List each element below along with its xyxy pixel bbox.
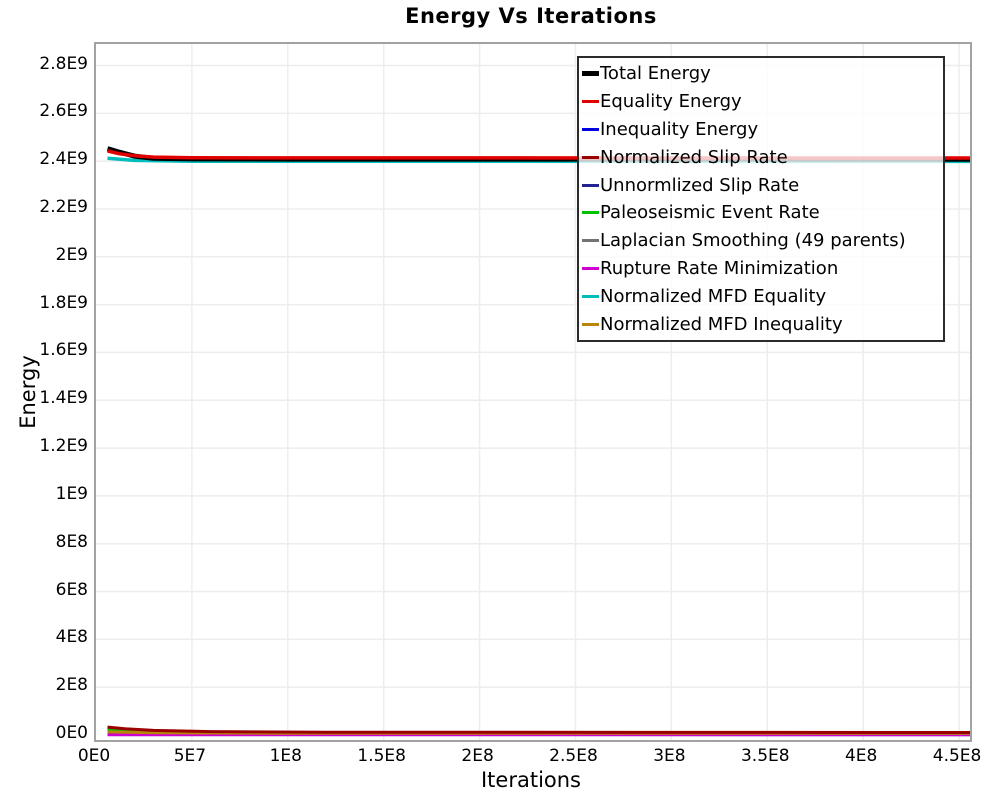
legend-label: Inequality Energy xyxy=(600,118,759,140)
legend-item: Laplacian Smoothing (49 parents) xyxy=(582,227,943,255)
x-tick-label: 3.5E8 xyxy=(740,746,790,766)
legend-item: Normalized Slip Rate xyxy=(582,143,943,171)
legend-item: Total Energy xyxy=(582,60,943,88)
x-tick-label: 3E8 xyxy=(653,746,686,766)
series-line-equality-energy xyxy=(107,149,970,160)
legend-item: Inequality Energy xyxy=(582,116,943,144)
legend-line-swatch xyxy=(582,71,599,77)
legend-item: Paleoseismic Event Rate xyxy=(582,199,943,227)
y-tick-label: 2E8 xyxy=(55,675,88,696)
legend-label: Unnormlized Slip Rate xyxy=(600,174,800,196)
y-tick-label: 2E9 xyxy=(55,244,88,265)
legend-line-swatch xyxy=(582,183,599,187)
y-tick-label: 4E8 xyxy=(55,627,88,648)
legend-item: Normalized MFD Inequality xyxy=(582,310,943,338)
legend-label: Rupture Rate Minimization xyxy=(600,257,839,279)
legend-label: Normalized Slip Rate xyxy=(600,146,788,168)
x-axis-title: Iterations xyxy=(480,768,582,792)
y-tick-label: 2.2E9 xyxy=(39,196,88,217)
y-tick-label: 1.2E9 xyxy=(39,436,88,457)
x-tick-label: 4E8 xyxy=(844,746,878,766)
legend-line-swatch xyxy=(582,127,599,131)
legend-line-swatch xyxy=(582,155,599,159)
legend-line-swatch xyxy=(582,322,599,326)
legend-label: Laplacian Smoothing (49 parents) xyxy=(600,230,906,252)
chart-title: Energy Vs Iterations xyxy=(405,4,657,28)
y-tick-label: 0E0 xyxy=(55,722,88,743)
legend-label: Equality Energy xyxy=(600,91,742,113)
x-tick-label: 4.5E8 xyxy=(932,746,982,766)
x-tick-label: 2.5E8 xyxy=(549,746,598,766)
x-tick-label: 5E7 xyxy=(173,746,207,766)
legend-label: Paleoseismic Event Rate xyxy=(600,202,820,224)
y-tick-label: 1.4E9 xyxy=(39,388,88,409)
legend-label: Normalized MFD Equality xyxy=(600,285,827,307)
legend-line-swatch xyxy=(582,294,599,299)
legend-label: Total Energy xyxy=(600,63,711,85)
legend-line-swatch xyxy=(582,266,599,270)
legend-line-swatch xyxy=(582,211,599,215)
legend-line-swatch xyxy=(582,239,599,243)
y-tick-label: 2.8E9 xyxy=(39,53,88,74)
legend-box: Total Energy Equality Energy Inequality En… xyxy=(577,56,945,342)
legend-item: Unnormlized Slip Rate xyxy=(582,171,943,199)
y-tick-label: 8E8 xyxy=(55,531,88,552)
y-tick-label: 2.4E9 xyxy=(39,149,88,170)
legend-label: Normalized MFD Inequality xyxy=(600,313,843,335)
y-axis-title: Energy xyxy=(16,355,40,429)
legend-item: Rupture Rate Minimization xyxy=(582,255,943,283)
y-tick-label: 2.6E9 xyxy=(39,101,88,122)
y-tick-label: 1.8E9 xyxy=(39,292,88,313)
x-tick-label: 1E8 xyxy=(269,746,302,766)
series-line-normalized-slip-rate xyxy=(107,725,970,734)
legend-item: Normalized MFD Equality xyxy=(582,282,943,310)
y-tick-label: 1E9 xyxy=(55,483,88,504)
legend-line-swatch xyxy=(582,99,599,104)
x-tick-label: 2E8 xyxy=(461,746,494,766)
y-tick-label: 1.6E9 xyxy=(39,340,88,361)
y-tick-label: 6E8 xyxy=(55,579,88,600)
legend-item: Equality Energy xyxy=(582,88,943,116)
x-tick-label: 0E0 xyxy=(77,746,111,766)
chart-canvas xyxy=(96,44,970,740)
x-tick-label: 1.5E8 xyxy=(357,746,406,766)
